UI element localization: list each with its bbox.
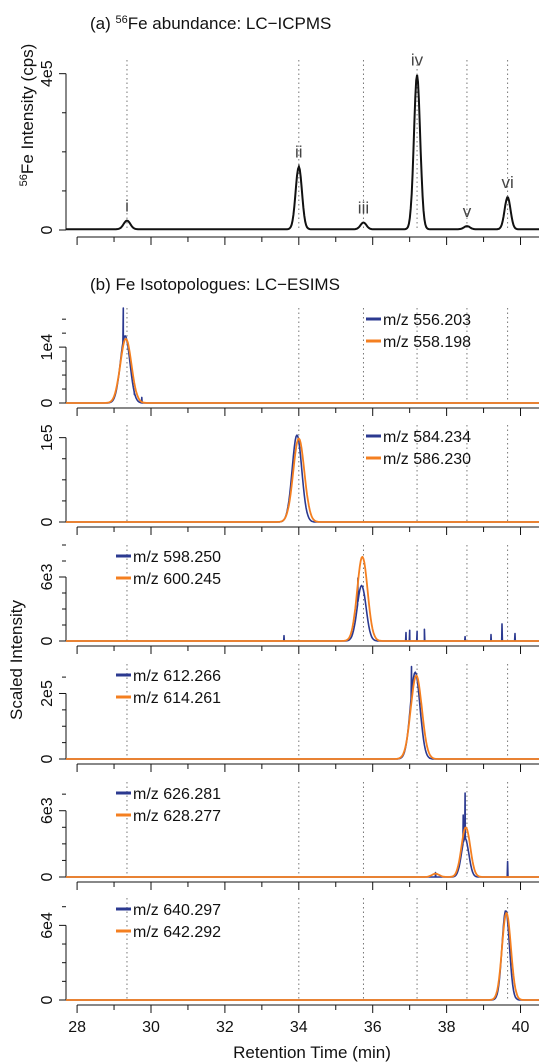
legend-label: m/z 598.250 xyxy=(133,549,221,566)
panel-a-title: (a) 56Fe abundance: LC−ICPMS xyxy=(90,14,331,33)
legend-label: m/z 614.261 xyxy=(133,690,221,707)
panel-b: 0 1e4 m/z 556.203 m/z 558.198 xyxy=(39,307,539,416)
panel-a-ylabel-isotope: 56 xyxy=(18,174,30,186)
panel-b3: 0 6e3 m/z 598.250 m/z 600.245 xyxy=(39,544,539,654)
x-tick-label: 40 xyxy=(512,1019,530,1036)
y-tick-label: 1e4 xyxy=(39,334,56,361)
y-tick-label: 0 xyxy=(39,995,56,1004)
panel-b-title: (b) Fe Isotopologues: LC−ESIMS xyxy=(90,275,340,294)
x-tick-label: 28 xyxy=(68,1019,86,1036)
icpms-trace xyxy=(66,74,539,231)
legend-label: m/z 628.277 xyxy=(133,808,221,825)
x-tick-label: 38 xyxy=(438,1019,456,1036)
y-tick-label: 0 xyxy=(39,636,56,645)
series-line xyxy=(66,674,539,760)
legend-label: m/z 642.292 xyxy=(133,924,221,941)
x-axis-label: Retention Time (min) xyxy=(233,1043,391,1062)
panel-b5: 0 6e3 m/z 626.281 m/z 628.277 xyxy=(39,782,539,890)
legend-label: m/z 556.203 xyxy=(383,312,471,329)
y-tick-label: 6e4 xyxy=(39,912,56,939)
y-tick-label: 1e5 xyxy=(39,424,56,451)
series-line xyxy=(66,337,539,404)
shared-y-axis-label: Scaled Intensity xyxy=(7,599,26,720)
peak-label: ii xyxy=(295,142,303,161)
legend-label: m/z 586.230 xyxy=(383,451,471,468)
series-line xyxy=(66,826,539,878)
y-tick-label: 0 xyxy=(39,872,56,881)
x-tick-label: 30 xyxy=(142,1019,160,1036)
legend-label: m/z 584.234 xyxy=(383,429,471,446)
x-tick-label: 36 xyxy=(364,1019,382,1036)
panel-a-title-rest: Fe abundance: LC−ICPMS xyxy=(128,14,332,33)
x-tick-label: 32 xyxy=(216,1019,234,1036)
peak-label: i xyxy=(125,196,129,215)
y-tick-label: 4e5 xyxy=(39,60,56,87)
y-tick-label: 0 xyxy=(39,517,56,526)
legend-label: m/z 558.198 xyxy=(383,334,471,351)
peak-label: iii xyxy=(358,198,369,217)
panel-b4: 0 2e5 m/z 612.266 m/z 614.261 xyxy=(39,664,539,772)
series-line xyxy=(66,437,539,523)
y-tick-label: 0 xyxy=(39,225,56,234)
y-tick-label: 6e3 xyxy=(39,564,56,591)
peak-label: iv xyxy=(411,51,424,70)
y-tick-label: 0 xyxy=(39,754,56,763)
panel-b2: 0 1e5 m/z 584.234 m/z 586.230 xyxy=(39,424,539,535)
peak-label: vi xyxy=(501,173,513,192)
panel-a-ylabel-rest: Fe Intensity (cps) xyxy=(18,44,37,174)
panel-a-title-isotope: 56 xyxy=(116,14,128,26)
peak-label: v xyxy=(463,202,472,221)
series-line xyxy=(66,555,539,642)
panel-a-title-prefix: (a) xyxy=(90,14,116,33)
panel-a-y-axis-label: 56Fe Intensity (cps) xyxy=(18,44,37,187)
legend-label: m/z 600.245 xyxy=(133,571,221,588)
y-tick-label: 0 xyxy=(39,398,56,407)
legend-label: m/z 626.281 xyxy=(133,786,221,803)
panel-b6: 0 6e4 28 30 32 34 36 38 40 m/z 640.297 m/z 642.292 xyxy=(39,898,539,1036)
x-tick-label: 34 xyxy=(290,1019,308,1036)
legend-label: m/z 612.266 xyxy=(133,668,221,685)
y-tick-label: 6e3 xyxy=(39,797,56,824)
y-tick-label: 2e5 xyxy=(39,680,56,707)
series-line xyxy=(66,912,539,1001)
series-line xyxy=(66,434,539,523)
legend-label: m/z 640.297 xyxy=(133,902,221,919)
